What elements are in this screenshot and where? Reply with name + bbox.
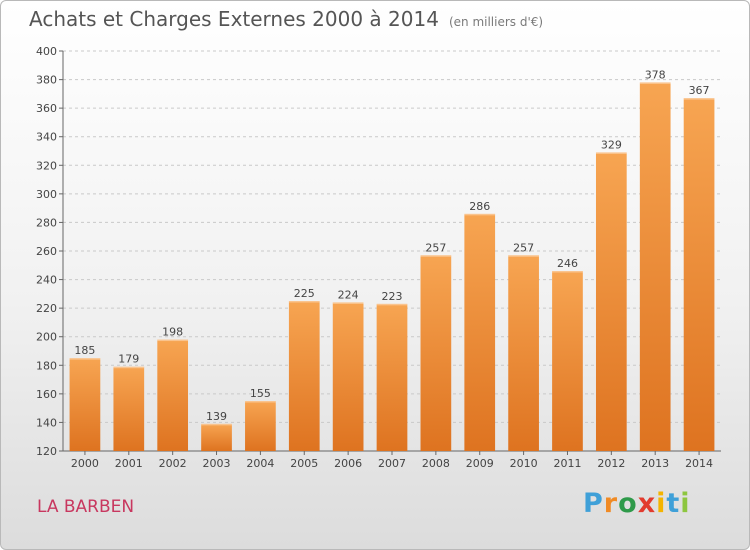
x-tick-label-2010: 2010 <box>510 457 538 470</box>
logo-letter: t <box>666 488 681 519</box>
bar-highlight <box>639 82 671 84</box>
logo-letter: P <box>583 488 604 519</box>
y-tick-label: 400 <box>36 45 57 58</box>
labels: 185 2000 179 2001 198 2002 139 2003 155 2004 225 20… <box>71 68 713 470</box>
bar-2010 <box>508 255 539 451</box>
x-tick-label-2000: 2000 <box>71 457 99 470</box>
x-tick-label-2002: 2002 <box>159 457 187 470</box>
bar-2007 <box>376 303 408 451</box>
y-tick-label: 260 <box>36 245 57 258</box>
x-tick-label-2005: 2005 <box>290 457 318 470</box>
x-tick-label-2007: 2007 <box>378 457 406 470</box>
data-label-2003: 139 <box>206 410 227 423</box>
data-label-2004: 155 <box>250 387 271 400</box>
y-tick-label: 220 <box>36 302 57 315</box>
y-tick-label: 300 <box>36 188 57 201</box>
y-tick-label: 340 <box>36 131 57 144</box>
bar-highlight <box>69 358 101 360</box>
x-tick-label-2004: 2004 <box>246 457 274 470</box>
x-tick-label-2003: 2003 <box>203 457 231 470</box>
bar-2014 <box>683 98 715 452</box>
bar-highlight <box>595 152 627 154</box>
x-tick-label-2009: 2009 <box>466 457 494 470</box>
bar-2008 <box>420 255 452 451</box>
bar-2000 <box>69 358 101 451</box>
bar-2009 <box>464 213 496 451</box>
bar-highlight <box>245 401 276 403</box>
x-tick-label-2001: 2001 <box>115 457 143 470</box>
y-tick-label: 360 <box>36 102 57 115</box>
y-tick-label: 180 <box>36 359 57 372</box>
x-tick-label-2006: 2006 <box>334 457 362 470</box>
bar-2005 <box>288 301 320 451</box>
bar-highlight <box>201 423 232 426</box>
bar-2012 <box>595 152 627 451</box>
data-label-2000: 185 <box>74 344 95 357</box>
town-name: LA BARBEN <box>37 497 135 517</box>
y-tick-label: 120 <box>36 445 57 458</box>
chart-title: Achats et Charges Externes 2000 à 2014 (e… <box>29 7 543 31</box>
data-label-2012: 329 <box>601 138 622 151</box>
bar-highlight <box>508 255 539 257</box>
x-tick-label-2014: 2014 <box>685 457 713 470</box>
x-tick-label-2012: 2012 <box>597 457 625 470</box>
y-tick-label: 380 <box>36 74 57 87</box>
bar-highlight <box>683 98 715 100</box>
bar-highlight <box>464 213 496 216</box>
proxiti-logo: Proxiti <box>583 488 691 519</box>
bar-highlight <box>157 339 189 342</box>
data-label-2009: 286 <box>469 200 490 213</box>
bar-2003 <box>201 423 232 451</box>
chart-subtitle: (en milliers d'€) <box>448 15 544 29</box>
data-label-2013: 378 <box>645 68 666 81</box>
data-label-2014: 367 <box>689 84 710 97</box>
bar-2011 <box>552 271 583 451</box>
data-label-2005: 225 <box>294 287 315 300</box>
bars <box>69 82 715 452</box>
bar-highlight <box>113 366 145 369</box>
y-tick-label: 240 <box>36 274 57 287</box>
bar-highlight <box>288 301 320 303</box>
logo-letter: i <box>656 488 667 519</box>
data-label-2001: 179 <box>118 353 139 366</box>
x-tick-label-2011: 2011 <box>553 457 581 470</box>
bar-highlight <box>376 303 408 306</box>
bar-2002 <box>157 339 189 451</box>
bar-2004 <box>245 401 276 451</box>
logo-letter: r <box>603 488 619 519</box>
y-tick-label: 140 <box>36 416 57 429</box>
x-tick-label-2008: 2008 <box>422 457 450 470</box>
logo-letter: i <box>680 488 691 519</box>
y-tick-label: 320 <box>36 159 57 172</box>
data-label-2010: 257 <box>513 241 534 254</box>
y-tick-label: 160 <box>36 388 57 401</box>
chart-title-text: Achats et Charges Externes 2000 à 2014 <box>29 7 439 31</box>
bar-highlight <box>552 271 583 273</box>
bar-highlight <box>420 255 452 257</box>
logo-letter: x <box>637 488 657 519</box>
bar-2006 <box>332 302 364 451</box>
data-label-2002: 198 <box>162 326 183 339</box>
data-label-2011: 246 <box>557 257 578 270</box>
bar-2001 <box>113 366 145 451</box>
data-label-2006: 224 <box>338 288 359 301</box>
logo-letter: o <box>618 488 638 519</box>
bar-2013 <box>639 82 671 451</box>
y-tick-label: 200 <box>36 331 57 344</box>
data-label-2008: 257 <box>425 241 446 254</box>
x-tick-label-2013: 2013 <box>641 457 669 470</box>
data-label-2007: 223 <box>382 290 403 303</box>
y-tick-label: 280 <box>36 216 57 229</box>
bar-highlight <box>332 302 364 304</box>
